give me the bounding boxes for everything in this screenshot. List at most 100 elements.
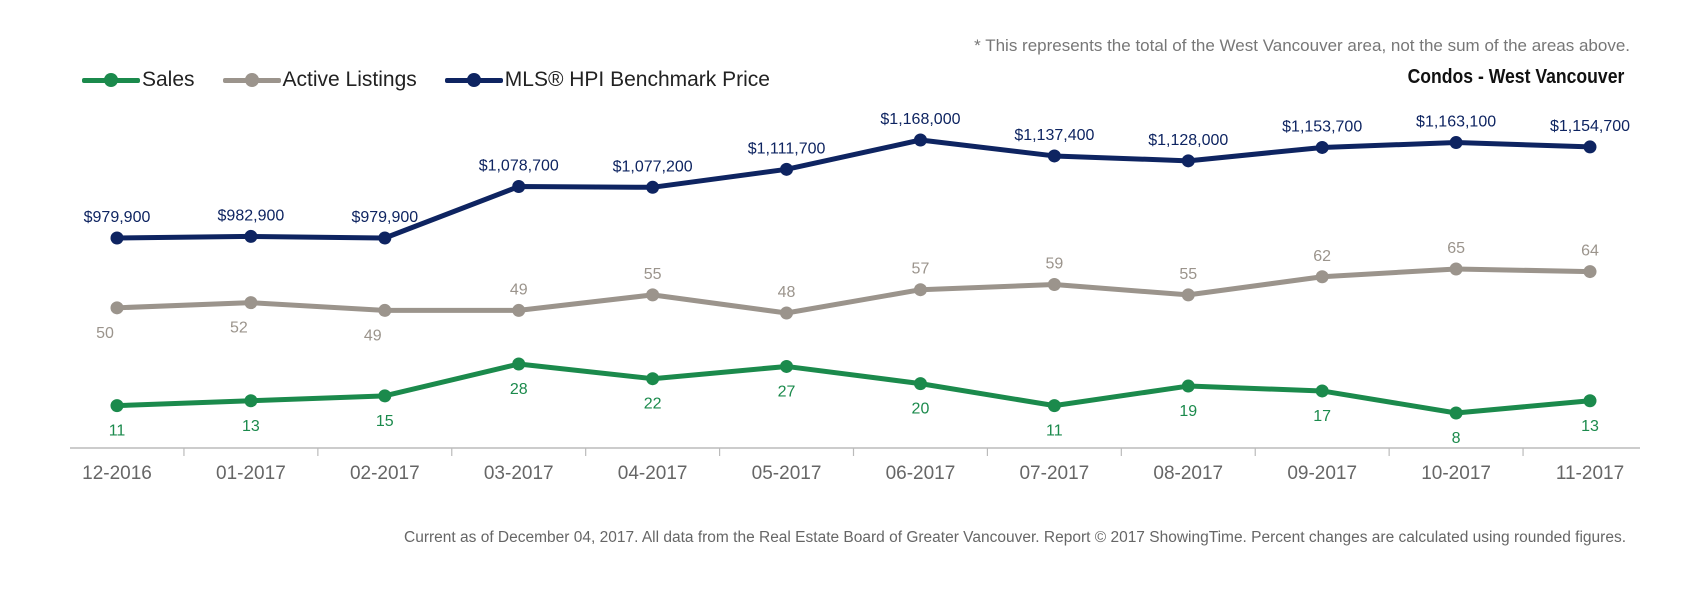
- data-point: [110, 399, 124, 413]
- data-point: [646, 372, 660, 386]
- legend: Sales Active Listings MLS® HPI Benchmark…: [82, 68, 770, 92]
- data-label: 62: [1313, 248, 1331, 265]
- x-tick-label: 02-2017: [350, 463, 420, 484]
- data-label: $979,900: [351, 209, 418, 226]
- data-label: $1,153,700: [1282, 118, 1362, 135]
- x-tick-label: 10-2017: [1421, 463, 1491, 484]
- legend-label-sales: Sales: [142, 68, 195, 91]
- data-point: [110, 301, 124, 315]
- data-label: 55: [1179, 266, 1197, 283]
- data-label: 48: [778, 284, 796, 301]
- series-line: [114, 266, 1593, 316]
- data-point: [913, 133, 927, 147]
- x-tick-label: 03-2017: [484, 463, 554, 484]
- data-label: 65: [1447, 240, 1465, 257]
- legend-swatch-sales: [82, 73, 140, 87]
- data-point: [1449, 262, 1463, 276]
- data-point: [1315, 270, 1329, 284]
- data-point: [1583, 394, 1597, 408]
- data-point: [780, 359, 794, 373]
- data-point: [1181, 379, 1195, 393]
- footer-note: Current as of December 04, 2017. All dat…: [404, 529, 1626, 546]
- data-label: $1,137,400: [1014, 127, 1094, 144]
- data-point: [1583, 265, 1597, 279]
- x-tick-label: 08-2017: [1153, 463, 1223, 484]
- x-tick-label: 04-2017: [618, 463, 688, 484]
- data-point: [1181, 288, 1195, 302]
- data-label: $979,900: [84, 209, 151, 226]
- data-point: [1047, 399, 1061, 413]
- data-label: 13: [242, 418, 260, 435]
- data-label: $1,128,000: [1148, 132, 1228, 149]
- data-label: 52: [230, 320, 248, 337]
- data-label: 28: [510, 381, 528, 398]
- data-point: [1315, 384, 1329, 398]
- data-label: 13: [1581, 418, 1599, 435]
- data-label: 19: [1179, 403, 1197, 420]
- data-point: [780, 306, 794, 320]
- data-point: [110, 231, 124, 245]
- data-label: 49: [364, 327, 382, 344]
- data-point: [244, 229, 258, 243]
- data-point: [780, 162, 794, 176]
- x-tick-label: 12-2016: [82, 463, 152, 484]
- chart-title: Condos - West Vancouver: [1407, 66, 1624, 88]
- data-point: [378, 303, 392, 317]
- data-point: [244, 296, 258, 310]
- data-point: [1583, 140, 1597, 154]
- data-point: [378, 231, 392, 245]
- data-label: 64: [1581, 243, 1599, 260]
- data-label: 59: [1045, 256, 1063, 273]
- data-label: 11: [109, 423, 126, 440]
- data-label: 22: [644, 396, 662, 413]
- data-label: $1,163,100: [1416, 114, 1496, 131]
- data-label: 20: [912, 401, 930, 418]
- legend-item-benchmark-price[interactable]: MLS® HPI Benchmark Price: [444, 68, 770, 92]
- data-point: [1449, 136, 1463, 150]
- data-point: [244, 394, 258, 408]
- data-point: [646, 288, 660, 302]
- plot-area: 12-2016 01-2017 02-2017 03-2017 04-2017 05-20…: [70, 111, 1640, 484]
- data-label: 17: [1313, 408, 1331, 425]
- legend-swatch-benchmark-price: [444, 73, 503, 87]
- data-point: [1047, 149, 1061, 163]
- legend-label-active-listings: Active Listings: [282, 68, 417, 91]
- area-note: * This represents the total of the West …: [974, 36, 1630, 55]
- x-tick-label: 01-2017: [216, 463, 286, 484]
- data-label: $1,077,200: [613, 158, 693, 175]
- data-label: $1,154,700: [1550, 118, 1630, 135]
- data-label: 50: [96, 325, 114, 342]
- legend-item-active-listings[interactable]: Active Listings: [222, 68, 417, 92]
- data-label: 27: [778, 383, 796, 400]
- data-point: [378, 389, 392, 403]
- x-tick-label: 11-2017: [1556, 463, 1624, 484]
- data-point: [512, 303, 526, 317]
- data-label: 8: [1452, 430, 1461, 447]
- x-tick-label: 06-2017: [886, 463, 956, 484]
- data-point: [1181, 154, 1195, 168]
- data-point: [512, 180, 526, 194]
- data-point: [913, 377, 927, 391]
- data-label: $1,111,700: [748, 140, 826, 157]
- data-label: 15: [376, 413, 394, 430]
- data-point: [1315, 140, 1329, 154]
- data-label: $982,900: [218, 207, 285, 224]
- data-point: [512, 357, 526, 371]
- data-label: $1,078,700: [479, 158, 559, 175]
- x-tick-label: 05-2017: [752, 463, 822, 484]
- data-point: [913, 283, 927, 297]
- data-label: 11: [1046, 423, 1063, 440]
- x-tick-label: 09-2017: [1287, 463, 1357, 484]
- legend-label-benchmark-price: MLS® HPI Benchmark Price: [504, 68, 770, 91]
- legend-item-sales[interactable]: Sales: [82, 68, 195, 92]
- data-label: 55: [644, 266, 662, 283]
- data-label: 49: [510, 281, 528, 298]
- data-label: 57: [912, 261, 930, 278]
- series-line: [114, 361, 1593, 416]
- legend-swatch-active-listings: [222, 73, 281, 87]
- data-label: $1,168,000: [880, 111, 960, 128]
- series-line: [114, 137, 1593, 241]
- x-tick-label: 07-2017: [1019, 463, 1089, 484]
- data-point: [1047, 278, 1061, 292]
- data-point: [646, 180, 660, 194]
